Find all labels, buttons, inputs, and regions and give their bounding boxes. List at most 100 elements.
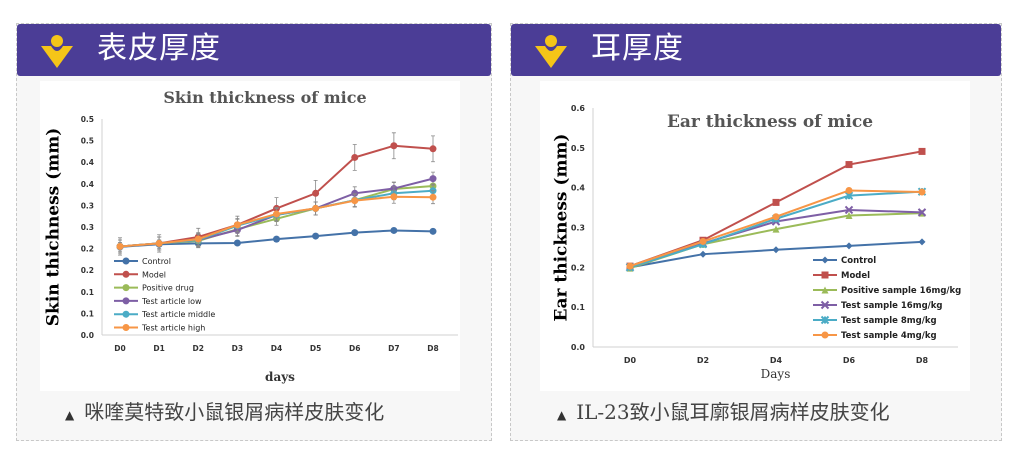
legend-label: Test sample 16mg/kg [841, 301, 943, 311]
triangle-up-icon: ▲ [65, 408, 75, 422]
legend-marker [122, 270, 130, 278]
x-tick-label: D8 [427, 344, 438, 353]
legend-marker [122, 284, 130, 292]
x-tick-label: D3 [232, 344, 243, 353]
data-point [351, 197, 359, 205]
y-tick-label: 0.3 [81, 223, 94, 232]
y-tick-label: 0.5 [81, 137, 94, 146]
data-point [699, 237, 707, 245]
legend-marker [122, 257, 130, 265]
data-point [351, 189, 359, 197]
skin-chart-container: Skin thickness of mice 0.0 0.1 0.1 0.2 0.2 0.3… [40, 81, 460, 391]
data-point [312, 232, 320, 240]
x-tick-label: D1 [153, 344, 164, 353]
x-axis-label: days [265, 370, 295, 384]
legend-label: Positive drug [142, 284, 194, 293]
legend-marker [821, 271, 829, 279]
y-tick-label: 0.4 [81, 158, 94, 167]
legend-label: Positive sample 16mg/kg [841, 286, 961, 296]
legend-label: Control [142, 257, 171, 266]
data-point [116, 242, 124, 250]
legend-marker [821, 286, 829, 294]
data-point [312, 189, 320, 197]
data-point [233, 239, 241, 247]
legend-label: Test sample 8mg/kg [841, 316, 937, 326]
y-tick-label: 0.2 [81, 245, 94, 254]
x-tick-label: D4 [271, 344, 282, 353]
y-tick-label: 0.1 [81, 309, 94, 318]
data-point [429, 175, 437, 183]
x-tick-label: D8 [916, 356, 929, 365]
data-point [429, 227, 437, 235]
legend-label: Model [841, 271, 870, 281]
skin-thickness-chart: Skin thickness of mice 0.0 0.1 0.1 0.2 0.2 0.3… [44, 88, 458, 384]
data-point [429, 145, 437, 153]
y-tick-label: 0.3 [81, 201, 94, 210]
x-tick-label: D0 [624, 356, 637, 365]
y-tick-label: 0.5 [81, 115, 94, 124]
section-title: 耳厚度 [591, 31, 684, 66]
y-tick-label: 0.1 [81, 288, 94, 297]
data-point [312, 204, 320, 212]
y-tick-label: 0.4 [571, 184, 586, 193]
data-point [845, 212, 853, 220]
data-point [845, 161, 853, 169]
data-point [233, 221, 241, 229]
x-tick-label: D2 [697, 356, 709, 365]
y-axis-label: Ear thickness (mm) [552, 134, 572, 322]
caption-text: 咪喹莫特致小鼠银屑病样皮肤变化 [84, 400, 385, 424]
y-tick-label: 0.2 [571, 263, 585, 272]
data-point [772, 246, 780, 254]
legend-label: Model [142, 270, 166, 279]
ear-chart-container: Ear thickness of mice 0.0 0.1 0.2 0.3 0.4 0.5 0… [540, 81, 970, 391]
x-tick-label: D2 [193, 344, 204, 353]
x-tick-label: D0 [114, 344, 125, 353]
x-tick-label: D4 [770, 356, 783, 365]
legend-label: Test article low [141, 297, 202, 306]
data-point [918, 238, 926, 246]
triangle-up-icon: ▲ [557, 408, 567, 422]
section-title: 表皮厚度 [97, 31, 221, 66]
legend-marker [821, 256, 829, 264]
data-point [390, 226, 398, 234]
x-tick-label: D6 [349, 344, 360, 353]
data-point [390, 193, 398, 201]
y-tick-label: 0.0 [571, 343, 586, 352]
section-header: 耳厚度 [511, 24, 1001, 76]
data-point [772, 213, 780, 221]
ear-thickness-panel: 耳厚度 Ear thickness of mice 0.0 0.1 0.2 0.3 0.4… [510, 23, 1002, 441]
data-point [772, 198, 780, 206]
figure-caption: ▲ IL-23致小鼠耳廓银屑病样皮肤变化 [557, 396, 890, 425]
legend-marker [122, 310, 130, 318]
caption-text: IL-23致小鼠耳廓银屑病样皮肤变化 [576, 400, 890, 424]
legend-marker [820, 300, 830, 310]
data-point [844, 205, 854, 215]
data-point [772, 225, 780, 233]
x-axis-label: Days [761, 367, 791, 381]
legend-marker [820, 315, 830, 325]
data-point [917, 208, 927, 217]
data-point [699, 250, 707, 258]
x-tick-label: D7 [388, 344, 399, 353]
legend-marker [821, 331, 829, 339]
data-point [351, 153, 359, 161]
skin-thickness-panel: 表皮厚度 Skin thickness of mice 0.0 0.1 0.1 0.2 0… [16, 23, 492, 441]
data-point [194, 235, 202, 243]
data-point [155, 239, 163, 247]
legend-label: Test sample 4mg/kg [841, 331, 937, 341]
data-point [845, 186, 853, 194]
logo-icon [535, 35, 567, 68]
data-point [845, 242, 853, 250]
data-point [273, 210, 280, 218]
data-point [351, 229, 359, 237]
y-tick-label: 0.6 [571, 104, 586, 113]
y-axis-label: Skin thichness (mm) [44, 128, 64, 326]
figure-caption: ▲ 咪喹莫特致小鼠银屑病样皮肤变化 [65, 396, 384, 425]
logo-icon [41, 35, 73, 68]
x-tick-label: D6 [843, 356, 856, 365]
legend-marker [122, 324, 130, 331]
data-point [918, 147, 926, 155]
y-tick-label: 0.1 [571, 303, 586, 312]
chart-title: Ear thickness of mice [667, 112, 873, 132]
section-header: 表皮厚度 [17, 24, 491, 76]
